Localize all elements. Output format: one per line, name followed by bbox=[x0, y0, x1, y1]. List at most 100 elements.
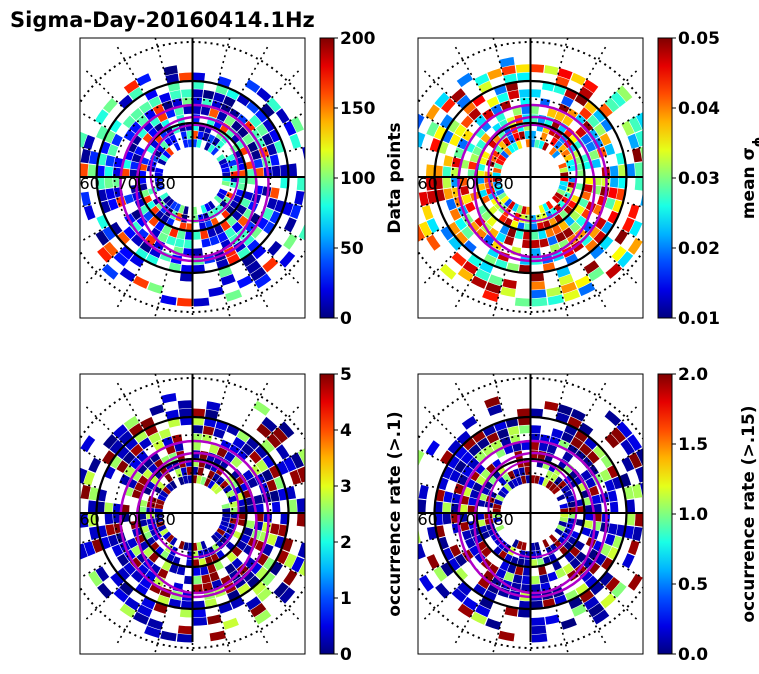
heatmap-cell bbox=[153, 575, 166, 587]
heatmap-cell bbox=[560, 148, 571, 158]
heatmap-cell bbox=[459, 504, 468, 513]
heatmap-cell bbox=[486, 216, 497, 227]
heatmap-cell bbox=[134, 247, 149, 261]
heatmap-cell bbox=[474, 228, 487, 241]
heatmap-cell bbox=[182, 139, 189, 148]
heatmap-cell bbox=[192, 80, 205, 90]
latitude-label: 70 bbox=[118, 510, 138, 529]
heatmap-cell bbox=[193, 608, 207, 618]
heatmap-cell bbox=[247, 504, 256, 513]
heatmap-cell bbox=[487, 246, 500, 259]
heatmap-cell bbox=[231, 221, 243, 233]
heatmap-cell bbox=[246, 100, 260, 114]
heatmap-cell bbox=[269, 464, 281, 479]
heatmap-cell bbox=[159, 140, 169, 150]
heatmap-cell bbox=[451, 588, 467, 603]
heatmap-cell bbox=[539, 574, 549, 584]
heatmap-cell bbox=[418, 113, 425, 131]
heatmap-cell bbox=[443, 491, 453, 503]
heatmap-cell bbox=[279, 251, 296, 268]
heatmap-cell bbox=[261, 571, 276, 587]
heatmap-cell bbox=[138, 177, 147, 185]
heatmap-cell bbox=[442, 513, 452, 525]
heatmap-cell bbox=[245, 520, 255, 529]
heatmap-cell bbox=[562, 451, 574, 463]
heatmap-cell bbox=[284, 217, 297, 233]
heatmap-cell bbox=[523, 223, 531, 232]
heatmap-cell bbox=[124, 596, 140, 611]
heatmap-cell bbox=[531, 617, 546, 626]
heatmap-cell bbox=[564, 463, 575, 474]
heatmap-cell bbox=[516, 540, 523, 550]
heatmap-cell bbox=[266, 533, 278, 546]
heatmap-cell bbox=[512, 106, 522, 116]
heatmap-cell bbox=[296, 177, 305, 191]
heatmap-cell bbox=[568, 596, 583, 610]
heatmap-cell bbox=[434, 177, 443, 190]
heatmap-cell bbox=[460, 451, 474, 465]
heatmap-cell bbox=[138, 513, 147, 521]
heatmap-cell bbox=[545, 480, 554, 489]
heatmap-cell bbox=[105, 524, 116, 536]
heatmap-cell bbox=[579, 443, 592, 456]
heatmap-cell bbox=[564, 551, 575, 563]
heatmap-cell bbox=[433, 566, 448, 582]
heatmap-cell bbox=[294, 190, 305, 206]
heatmap-cell bbox=[585, 513, 594, 521]
heatmap-cell bbox=[631, 147, 643, 163]
heatmap-cell bbox=[243, 527, 254, 537]
heatmap-cell bbox=[560, 617, 577, 630]
heatmap-cell bbox=[443, 188, 454, 200]
heatmap-cell bbox=[241, 233, 255, 247]
heatmap-cell bbox=[467, 457, 480, 470]
heatmap-cell bbox=[587, 561, 601, 575]
panel-1: 60 70 80 0 50 100 150 200 Data points bbox=[67, 29, 405, 329]
heatmap-cell bbox=[67, 129, 79, 146]
panel-4: 60 70 80 0.0 0.5 1.0 1.5 2.0 occurrence rate (>.… bbox=[417, 365, 759, 665]
heatmap-cell bbox=[598, 103, 613, 118]
heatmap-cell bbox=[604, 479, 616, 492]
heatmap-cell bbox=[255, 109, 269, 123]
heatmap-cell bbox=[548, 483, 557, 492]
heatmap-cell bbox=[104, 166, 114, 177]
heatmap-cell bbox=[297, 542, 305, 559]
heatmap-cell bbox=[648, 529, 659, 545]
heatmap-cell bbox=[261, 133, 274, 146]
heatmap-cell bbox=[89, 526, 100, 540]
heatmap-cell bbox=[285, 486, 296, 500]
heatmap-cell bbox=[468, 443, 482, 457]
heatmap-cell bbox=[553, 140, 563, 150]
heatmap-cell bbox=[169, 90, 182, 100]
heatmap-cell bbox=[640, 191, 643, 206]
heatmap-cell bbox=[591, 494, 601, 505]
heatmap-cell bbox=[119, 267, 136, 282]
heatmap-cell bbox=[134, 430, 148, 443]
heatmap-cell bbox=[611, 246, 627, 262]
heatmap-cell bbox=[304, 498, 305, 500]
heatmap-cell bbox=[599, 133, 612, 146]
heatmap-cell bbox=[174, 238, 185, 248]
heatmap-cell bbox=[216, 154, 226, 162]
heatmap-cell bbox=[96, 165, 105, 177]
heatmap-cell bbox=[551, 428, 564, 439]
colorbar-tick-label: 0.02 bbox=[678, 239, 720, 259]
heatmap-cell bbox=[475, 604, 491, 618]
heatmap-cell bbox=[520, 97, 530, 106]
colorbar-tick-label: 1 bbox=[340, 589, 352, 609]
heatmap-cell bbox=[149, 404, 165, 416]
heatmap-cell bbox=[566, 444, 579, 456]
heatmap-cell bbox=[291, 556, 305, 573]
heatmap-cell bbox=[600, 593, 617, 609]
heatmap-cell bbox=[222, 172, 231, 177]
heatmap-cell bbox=[634, 162, 643, 176]
heatmap-cell bbox=[530, 542, 536, 551]
heatmap-cell bbox=[288, 499, 297, 512]
heatmap-cell bbox=[193, 559, 200, 568]
heatmap-cell bbox=[231, 468, 242, 480]
heatmap-cell bbox=[105, 188, 116, 200]
heatmap-cell bbox=[421, 205, 434, 221]
heatmap-cell bbox=[441, 129, 454, 144]
heatmap-cell bbox=[471, 611, 488, 625]
heatmap-cell bbox=[609, 165, 619, 177]
heatmap-cell bbox=[521, 542, 527, 551]
